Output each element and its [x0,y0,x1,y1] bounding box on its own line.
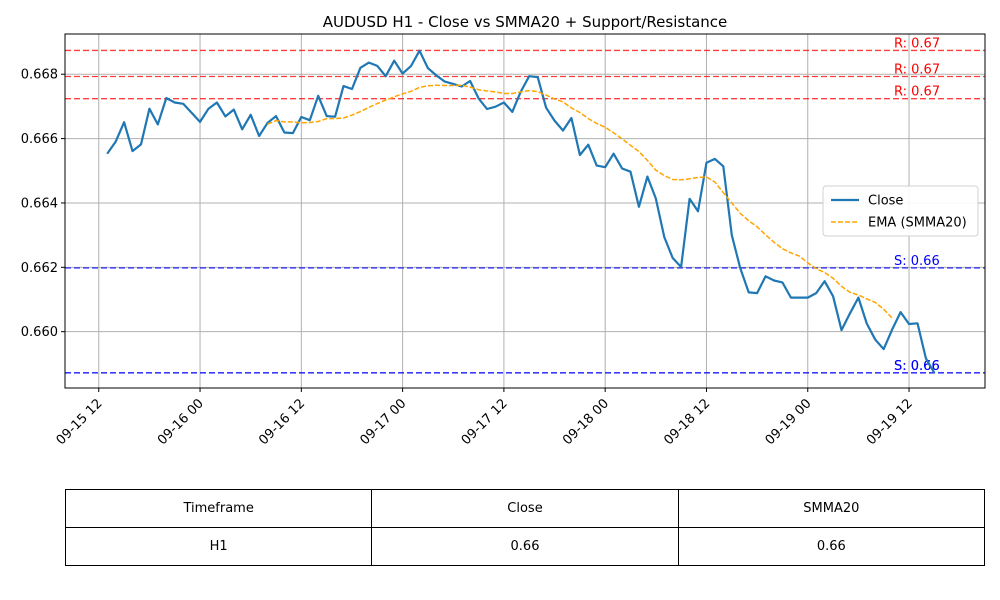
table-header-cell: Timeframe [64,489,373,528]
x-tick-label: 09-16 00 [155,396,207,448]
table-cell: H1 [64,527,373,566]
table-header-row: Timeframe Close SMMA20 [64,489,986,528]
y-tick-label: 0.660 [21,325,58,340]
table-cell: 0.66 [677,527,986,566]
x-tick-label: 09-17 00 [358,396,410,448]
smma20-line [267,84,893,319]
legend: Close EMA (SMMA20) [822,185,979,237]
table-header-cell: SMMA20 [677,489,986,528]
support-resistance-levels: R: 0.67R: 0.67R: 0.67S: 0.66S: 0.66S: 0.… [65,36,985,374]
y-tick-label: 0.668 [21,68,58,83]
chart-title: AUDUSD H1 - Close vs SMMA20 + Support/Re… [323,13,728,31]
table-row: H1 0.66 0.66 [64,527,986,566]
chart: AUDUSD H1 - Close vs SMMA20 + Support/Re… [21,13,986,448]
x-tick-label: 09-17 12 [459,396,511,448]
summary-table: Timeframe Close SMMA20 H1 0.66 0.66 [64,489,986,566]
resistance-label: R: 0.67 [894,85,940,100]
table-header-cell: Close [371,489,679,528]
legend-box [822,185,979,237]
resistance-label: R: 0.67 [894,36,940,51]
legend-label: Close [868,194,903,209]
x-tick-label: 09-18 12 [661,396,713,448]
y-tick-label: 0.666 [21,132,58,147]
plot-frame [64,33,986,389]
support-label: S: 0.66 [894,254,940,269]
resistance-label: R: 0.67 [894,62,940,77]
x-tick-label: 09-19 00 [763,396,815,448]
y-tick-label: 0.664 [21,196,58,211]
x-tick-label: 09-19 12 [864,396,916,448]
y-tick-label: 0.662 [21,261,58,276]
x-tick-label: 09-18 00 [560,396,612,448]
x-tick-label: 09-16 12 [256,396,308,448]
axis-ticks: 09-15 12 09-16 00 09-16 12 09-17 00 09-17 12… [21,68,916,448]
x-tick-label: 09-15 12 [54,396,106,448]
legend-label: EMA (SMMA20) [868,216,967,231]
series-lines [106,49,936,374]
table-cell: 0.66 [371,527,679,566]
